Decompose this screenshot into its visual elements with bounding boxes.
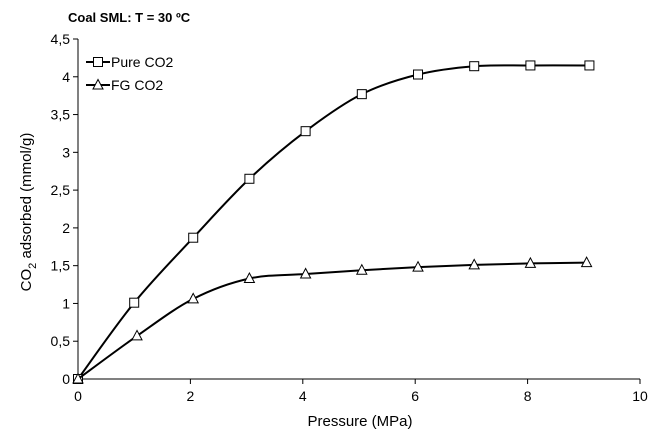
x-tick-label: 10 [632, 388, 648, 404]
triangle-data-point [468, 258, 481, 270]
y-tick-label: 3 [62, 144, 70, 160]
square-data-point [413, 69, 424, 80]
y-tick-label: 1,5 [51, 258, 71, 274]
legend-marker-2 [92, 78, 104, 90]
plot-area: 0 0,5 1 1,5 2 2,5 3 3,5 4 4,5 0 2 4 6 8 10 [51, 31, 648, 404]
legend-label-1: Pure CO2 [111, 54, 173, 70]
y-axis-title: CO2 adsorbed (mmol/g) [18, 133, 39, 292]
square-data-point [469, 61, 480, 72]
x-tick-label: 6 [411, 388, 419, 404]
square-data-point [188, 232, 199, 243]
square-data-point [129, 297, 140, 308]
triangle-data-point [412, 260, 424, 272]
square-data-point [356, 89, 367, 100]
y-tick-label: 4 [62, 69, 70, 85]
y-tick-label: 3,5 [51, 107, 71, 123]
y-tick-label: 2 [62, 220, 70, 236]
triangle-data-point [299, 267, 312, 279]
y-tick-label: 0 [62, 371, 70, 387]
y-tick-label: 4,5 [51, 31, 71, 47]
triangle-data-point [355, 263, 368, 275]
triangle-data-point [187, 292, 200, 304]
y-tick-label: 2,5 [51, 182, 71, 198]
legend: Pure CO2 FG CO2 [86, 54, 173, 93]
triangle-data-point [72, 372, 84, 384]
x-axis-title: Pressure (MPa) [307, 413, 412, 430]
square-data-point [525, 60, 536, 71]
x-tick-label: 0 [74, 388, 82, 404]
x-tick-label: 4 [299, 388, 307, 404]
triangle-data-point [243, 271, 256, 284]
x-tick-label: 8 [524, 388, 532, 404]
y-tick-label: 1 [62, 295, 70, 311]
square-data-point [584, 60, 595, 71]
legend-marker-1 [93, 57, 103, 67]
y-tick-label: 0,5 [51, 333, 71, 349]
triangle-data-point [131, 329, 143, 341]
series-line-2 [77, 261, 587, 380]
chart-title: Coal SML: T = 30 ºC [68, 10, 191, 25]
square-data-point [300, 126, 311, 137]
triangle-data-point [580, 256, 593, 268]
triangle-data-point [524, 256, 537, 268]
x-tick-label: 2 [187, 388, 195, 404]
series-line-1 [77, 64, 590, 380]
square-data-point [244, 173, 255, 184]
legend-label-2: FG CO2 [111, 77, 163, 93]
